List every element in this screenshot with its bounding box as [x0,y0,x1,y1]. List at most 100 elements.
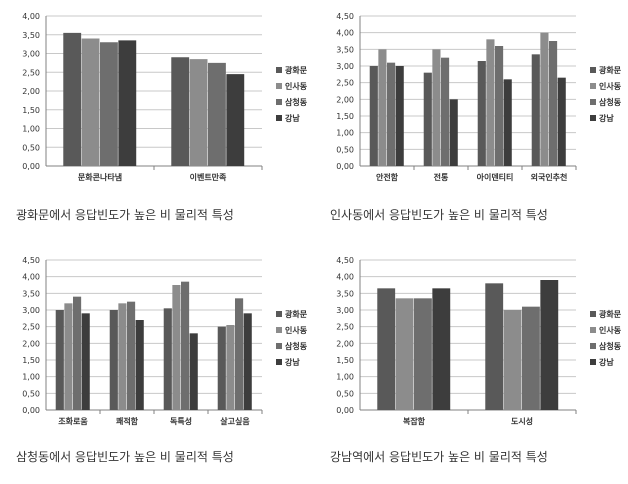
bar [369,66,378,166]
x-tick-label: 전통 [434,172,449,182]
legend-label: 광화문 [599,309,622,319]
legend-swatch [276,343,282,349]
bar [64,303,73,410]
bar [377,288,396,410]
y-tick-label: 0,50 [22,143,40,152]
y-tick-label: 2,00 [22,339,40,348]
bar [449,99,458,166]
y-tick-label: 2,50 [336,79,354,88]
y-tick-label: 1,50 [22,106,40,115]
y-tick-label: 1,00 [22,125,40,134]
bar [226,74,245,166]
bar [432,49,441,167]
bar [243,313,252,410]
x-tick-label: 아이덴티티 [477,172,514,182]
y-tick-label: 1,50 [336,356,354,365]
caption-samcheongdong: 삼청동에서 응답빈도가 높은 비 물리적 특성 [16,450,234,464]
chart-panel-insadong: 0,00 0,50 1,00 1,50 2,00 2,50 3,00 3,50 4,00 4,50… [314,0,628,200]
bar [423,72,432,166]
y-tick-label: 0,00 [336,162,354,171]
legend-label: 강남 [285,113,300,123]
y-tick-label: 4,50 [336,12,354,21]
bar [163,308,172,410]
legend-swatch [276,83,282,89]
bar-chart-gwanghwamun: 0,00 0,50 1,00 1,50 2,00 2,50 3,00 3,50 4,00 문화콘나… [22,12,308,182]
y-tick-label: 2,00 [336,95,354,104]
legend-label: 삼청동 [599,341,622,351]
legend-swatch [276,67,282,73]
x-tick-label: 복잡함 [403,416,426,426]
legend-label: 강남 [599,357,614,367]
y-tick-label: 3,00 [22,306,40,315]
bar [485,283,504,410]
y-tick-label: 0,50 [336,389,354,398]
bar-chart-insadong: 0,00 0,50 1,00 1,50 2,00 2,50 3,00 3,50 4,00 4,50… [336,12,622,182]
bar [189,333,198,410]
x-tick-label: 조화로움 [58,416,88,426]
y-tick-label: 2,50 [22,323,40,332]
legend-swatch [276,359,282,365]
bar [235,298,244,410]
x-tick-label: 안전함 [376,172,399,182]
bar [486,39,495,167]
bar [118,40,137,166]
bar [378,49,387,167]
legend-label: 삼청동 [285,97,308,107]
bar [395,66,404,166]
legend-label: 광화문 [285,309,308,319]
bar [226,325,235,410]
bar [172,285,181,410]
legend-swatch [590,359,596,365]
legend-label: 강남 [285,357,300,367]
legend-swatch [590,99,596,105]
y-tick-label: 0,00 [22,162,40,171]
y-tick-label: 2,00 [22,87,40,96]
y-tick-label: 4,00 [336,273,354,282]
y-tick-label: 3,00 [336,62,354,71]
legend-label: 강남 [599,113,614,123]
bar [477,61,486,166]
bar [414,298,432,410]
y-tick-label: 0,00 [336,406,354,415]
bar [522,306,540,410]
y-tick-label: 4,00 [336,29,354,38]
chart-panel-samcheongdong: 0,00 0,50 1,00 1,50 2,00 2,50 3,00 3,50 4,00 4,50… [0,244,314,444]
bar [127,301,136,410]
x-tick-label: 이벤트만족 [190,172,227,182]
legend-label: 광화문 [285,65,308,75]
y-tick-label: 0,00 [22,406,40,415]
legend-swatch [276,311,282,317]
bar [503,79,512,166]
y-tick-label: 4,00 [22,12,40,21]
bar [81,38,100,166]
x-tick-label: 쾌적함 [116,416,139,426]
legend-label: 삼청동 [599,97,622,107]
y-tick-label: 3,50 [336,289,354,298]
bar [208,62,226,166]
bar [109,310,118,410]
bar [432,288,451,410]
legend-swatch [276,327,282,333]
y-tick-label: 1,50 [22,356,40,365]
legend-label: 삼청동 [285,341,308,351]
y-tick-label: 0,50 [22,389,40,398]
legend-swatch [590,327,596,333]
bar [73,296,82,410]
y-tick-label: 1,00 [336,373,354,382]
y-tick-label: 3,50 [336,45,354,54]
legend-swatch [276,115,282,121]
bar [557,77,566,166]
bar [540,32,549,166]
legend-swatch [276,99,282,105]
bar [540,280,559,410]
bar [171,57,190,166]
caption-gangnam: 강남역에서 응답빈도가 높은 비 물리적 특성 [330,450,548,464]
bar [503,310,522,410]
bar [395,298,414,410]
legend-label: 인사동 [599,325,622,335]
bar [549,41,558,166]
x-tick-label: 외국인추천 [531,172,568,182]
legend-label: 광화문 [599,65,622,75]
bar [441,57,450,166]
y-tick-label: 2,50 [22,68,40,77]
